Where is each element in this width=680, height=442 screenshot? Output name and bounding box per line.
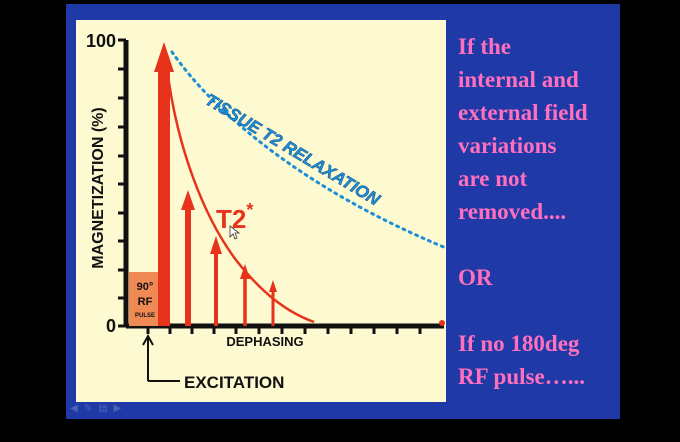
- t2star-label-star: *: [246, 200, 253, 220]
- y-axis-ticks: [118, 38, 126, 328]
- y-tick-100: 100: [86, 31, 116, 51]
- side-text-spacer-2: [458, 294, 618, 327]
- rf-pulse-degree: 90°: [137, 281, 154, 293]
- diagram-panel: 100 0 MAGNETIZATION (%) 90° RF PULSE: [76, 20, 446, 402]
- side-text-or: OR: [458, 265, 493, 290]
- side-text-line-1: If the: [458, 34, 512, 59]
- y-axis-label: MAGNETIZATION (%): [90, 107, 107, 268]
- side-text-line-4: variations: [458, 133, 557, 158]
- t2star-label: T2*: [216, 200, 253, 234]
- t2star-decay-curve: [164, 59, 315, 324]
- side-text-line-9: RF pulse…...: [458, 364, 585, 389]
- x-axis-ticks: [146, 326, 422, 334]
- menu-icon[interactable]: ▤: [98, 403, 108, 414]
- side-text-line-3: external field: [458, 100, 588, 125]
- rf-pulse-rf: RF: [138, 296, 153, 308]
- side-text-line-5: are not: [458, 166, 528, 191]
- side-text-spacer: [458, 228, 618, 261]
- side-text-line-6: removed....: [458, 199, 567, 224]
- slideshow-nav: ◀ ✎ ▤ ▶: [70, 403, 121, 415]
- rf-pulse-pulse: PULSE: [135, 313, 155, 319]
- rf-pulse-box: [129, 272, 162, 326]
- decay-arrowhead-4: [269, 280, 277, 292]
- arrow-right-icon[interactable]: ▶: [113, 403, 122, 414]
- dephasing-label: DEPHASING: [226, 334, 303, 349]
- decay-arrowhead-2: [210, 236, 222, 254]
- side-text-line-8: If no 180deg: [458, 331, 580, 356]
- y-tick-0: 0: [106, 316, 116, 336]
- axis-end-dot: [439, 320, 445, 326]
- decay-arrowhead-1: [181, 190, 195, 210]
- excitation-label: EXCITATION: [184, 373, 284, 392]
- side-text-block: If the internal and external field varia…: [458, 30, 618, 393]
- pencil-icon[interactable]: ✎: [83, 403, 93, 414]
- mouse-cursor-icon: [229, 225, 241, 240]
- side-text-line-2: internal and: [458, 67, 579, 92]
- t2-relaxation-diagram: 100 0 MAGNETIZATION (%) 90° RF PULSE: [86, 31, 446, 392]
- tissue-t2-curve: [170, 50, 446, 250]
- main-magnetization-arrowhead: [154, 42, 174, 72]
- tissue-t2-label: TISSUE T2 RELAXATION: [202, 90, 384, 210]
- excitation-pointer: [142, 333, 180, 382]
- arrow-left-icon[interactable]: ◀: [70, 403, 78, 414]
- main-magnetization-bar: [158, 60, 170, 326]
